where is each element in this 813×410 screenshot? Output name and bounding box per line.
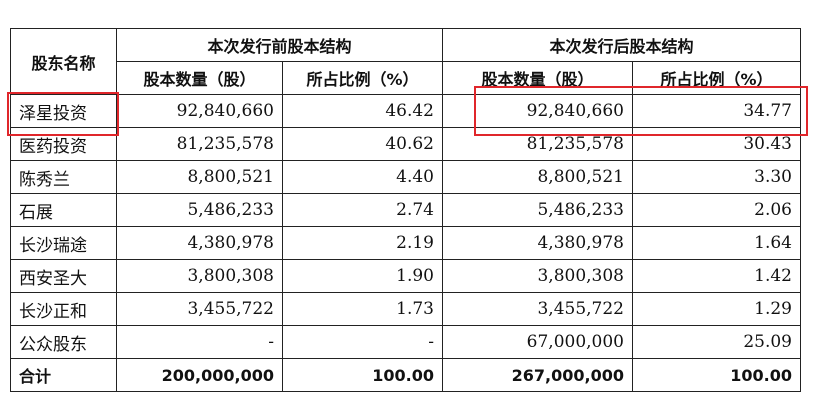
after-shares: 4,380,978 <box>442 226 633 260</box>
shareholder-name: 公众股东 <box>10 325 117 359</box>
after-ratio: 30.43 <box>632 127 801 161</box>
after-shares: 67,000,000 <box>442 325 633 359</box>
total-after-ratio: 100.00 <box>632 358 801 392</box>
before-ratio: - <box>282 325 443 359</box>
before-shares: 8,800,521 <box>116 160 283 194</box>
before-ratio: 2.19 <box>282 226 443 260</box>
after-shares: 5,486,233 <box>442 193 633 227</box>
after-shares: 8,800,521 <box>442 160 633 194</box>
table-row: 公众股东 - - 67,000,000 25.09 <box>10 325 801 359</box>
shareholding-table-container: 股东名称 本次发行前股本结构 本次发行后股本结构 股本数量（股） 所占比例（%）… <box>10 28 801 392</box>
after-ratio: 34.77 <box>632 94 801 128</box>
header-shareholder-name: 股东名称 <box>10 28 117 95</box>
header-after-shares: 股本数量（股） <box>442 61 633 95</box>
table-row: 长沙正和 3,455,722 1.73 3,455,722 1.29 <box>10 292 801 326</box>
after-ratio: 1.64 <box>632 226 801 260</box>
before-shares: 5,486,233 <box>116 193 283 227</box>
header-after-ratio: 所占比例（%） <box>632 61 801 95</box>
before-ratio: 40.62 <box>282 127 443 161</box>
after-ratio: 25.09 <box>632 325 801 359</box>
total-before-ratio: 100.00 <box>282 358 443 392</box>
after-ratio: 2.06 <box>632 193 801 227</box>
table-row: 泽星投资 92,840,660 46.42 92,840,660 34.77 <box>10 94 801 128</box>
before-ratio: 2.74 <box>282 193 443 227</box>
shareholder-name: 长沙瑞途 <box>10 226 117 260</box>
after-shares: 81,235,578 <box>442 127 633 161</box>
before-ratio: 1.73 <box>282 292 443 326</box>
shareholder-name: 陈秀兰 <box>10 160 117 194</box>
shareholder-name: 长沙正和 <box>10 292 117 326</box>
table-row: 西安圣大 3,800,308 1.90 3,800,308 1.42 <box>10 259 801 293</box>
before-ratio: 4.40 <box>282 160 443 194</box>
before-shares: 3,800,308 <box>116 259 283 293</box>
after-shares: 3,800,308 <box>442 259 633 293</box>
header-before-shares: 股本数量（股） <box>116 61 283 95</box>
before-shares: 92,840,660 <box>116 94 283 128</box>
shareholder-name: 西安圣大 <box>10 259 117 293</box>
total-before-shares: 200,000,000 <box>116 358 283 392</box>
shareholding-table: 股东名称 本次发行前股本结构 本次发行后股本结构 股本数量（股） 所占比例（%）… <box>10 28 801 392</box>
table-row: 陈秀兰 8,800,521 4.40 8,800,521 3.30 <box>10 160 801 194</box>
before-shares: 81,235,578 <box>116 127 283 161</box>
header-before-issuance: 本次发行前股本结构 <box>116 28 443 62</box>
before-ratio: 46.42 <box>282 94 443 128</box>
total-row: 合计 200,000,000 100.00 267,000,000 100.00 <box>10 358 801 392</box>
table-row: 医药投资 81,235,578 40.62 81,235,578 30.43 <box>10 127 801 161</box>
before-shares: 4,380,978 <box>116 226 283 260</box>
header-before-ratio: 所占比例（%） <box>282 61 443 95</box>
table-row: 长沙瑞途 4,380,978 2.19 4,380,978 1.64 <box>10 226 801 260</box>
shareholder-name: 石展 <box>10 193 117 227</box>
shareholder-name: 泽星投资 <box>10 94 117 128</box>
after-shares: 92,840,660 <box>442 94 633 128</box>
before-shares: - <box>116 325 283 359</box>
after-shares: 3,455,722 <box>442 292 633 326</box>
before-shares: 3,455,722 <box>116 292 283 326</box>
header-after-issuance: 本次发行后股本结构 <box>442 28 801 62</box>
before-ratio: 1.90 <box>282 259 443 293</box>
after-ratio: 1.29 <box>632 292 801 326</box>
shareholder-name: 医药投资 <box>10 127 117 161</box>
after-ratio: 1.42 <box>632 259 801 293</box>
after-ratio: 3.30 <box>632 160 801 194</box>
total-label: 合计 <box>10 358 117 392</box>
table-row: 石展 5,486,233 2.74 5,486,233 2.06 <box>10 193 801 227</box>
total-after-shares: 267,000,000 <box>442 358 633 392</box>
